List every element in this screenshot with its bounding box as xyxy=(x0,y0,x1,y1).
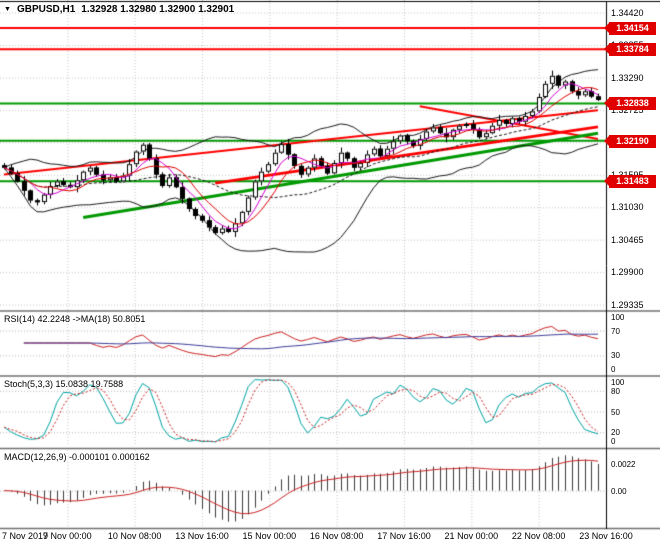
price-level-badge: 1.32190 xyxy=(604,135,656,148)
symbol-dropdown-icon[interactable]: ▼ xyxy=(4,5,11,13)
stoch-tick-label: 20 xyxy=(611,428,620,437)
time-axis-label: 16 Nov 08:00 xyxy=(309,531,364,541)
macd-panel-label: MACD(12,26,9) -0.000101 0.000162 xyxy=(4,452,150,462)
price-tick-label: 1.30465 xyxy=(611,235,644,245)
rsi-tick-label: 0 xyxy=(611,365,616,374)
macd-tick-label: 0.00 xyxy=(611,487,627,496)
rsi-panel-label: RSI(14) 42.2248 ->MA(18) 50.8051 xyxy=(4,314,146,324)
stoch-tick-label: 80 xyxy=(611,387,620,396)
price-tick-label: 1.29900 xyxy=(611,267,644,277)
stoch-tick-label: 100 xyxy=(611,378,625,387)
rsi-tick-label: 30 xyxy=(611,351,620,360)
time-axis-label: 17 Nov 16:00 xyxy=(377,531,431,541)
price-level-badge: 1.31483 xyxy=(604,175,656,188)
price-tick-label: 1.32725 xyxy=(611,105,644,115)
time-axis-label: 10 Nov 08:00 xyxy=(107,531,162,541)
time-axis-label: 9 Nov 00:00 xyxy=(43,531,92,541)
time-axis-label: 15 Nov 00:00 xyxy=(242,531,297,541)
stoch-tick-label: 50 xyxy=(611,408,620,417)
price-tick-label: 1.29335 xyxy=(611,300,644,310)
time-axis-label: 23 Nov 16:00 xyxy=(579,531,633,541)
price-level-badge: 1.32838 xyxy=(604,97,656,110)
rsi-tick-label: 70 xyxy=(611,327,620,336)
ohlc-readout: 1.32928 1.32980 1.32900 1.32901 xyxy=(81,4,235,15)
stoch-tick-label: 0 xyxy=(611,437,616,446)
time-axis-label: 22 Nov 08:00 xyxy=(511,531,566,541)
price-level-badge: 1.33784 xyxy=(604,43,656,56)
stoch-panel-label: Stoch(5,3,3) 15.0838 19.7588 xyxy=(4,379,124,389)
time-axis-label: 21 Nov 00:00 xyxy=(444,531,499,541)
price-tick-label: 1.33290 xyxy=(611,73,644,83)
price-tick-label: 1.34420 xyxy=(611,8,644,18)
symbol-title: GBPUSD,H1 xyxy=(16,4,76,15)
macd-tick-label: 0.0022 xyxy=(611,460,636,469)
price-level-badge: 1.34154 xyxy=(604,22,656,35)
price-tick-label: 1.31030 xyxy=(611,202,644,212)
time-axis-label: 13 Nov 16:00 xyxy=(175,531,229,541)
chart-legend: ▼ GBPUSD,H1 1.32928 1.32980 1.32900 1.32… xyxy=(4,4,234,15)
rsi-tick-label: 100 xyxy=(611,313,625,322)
time-axis-label: 7 Nov 2017 xyxy=(2,531,49,541)
